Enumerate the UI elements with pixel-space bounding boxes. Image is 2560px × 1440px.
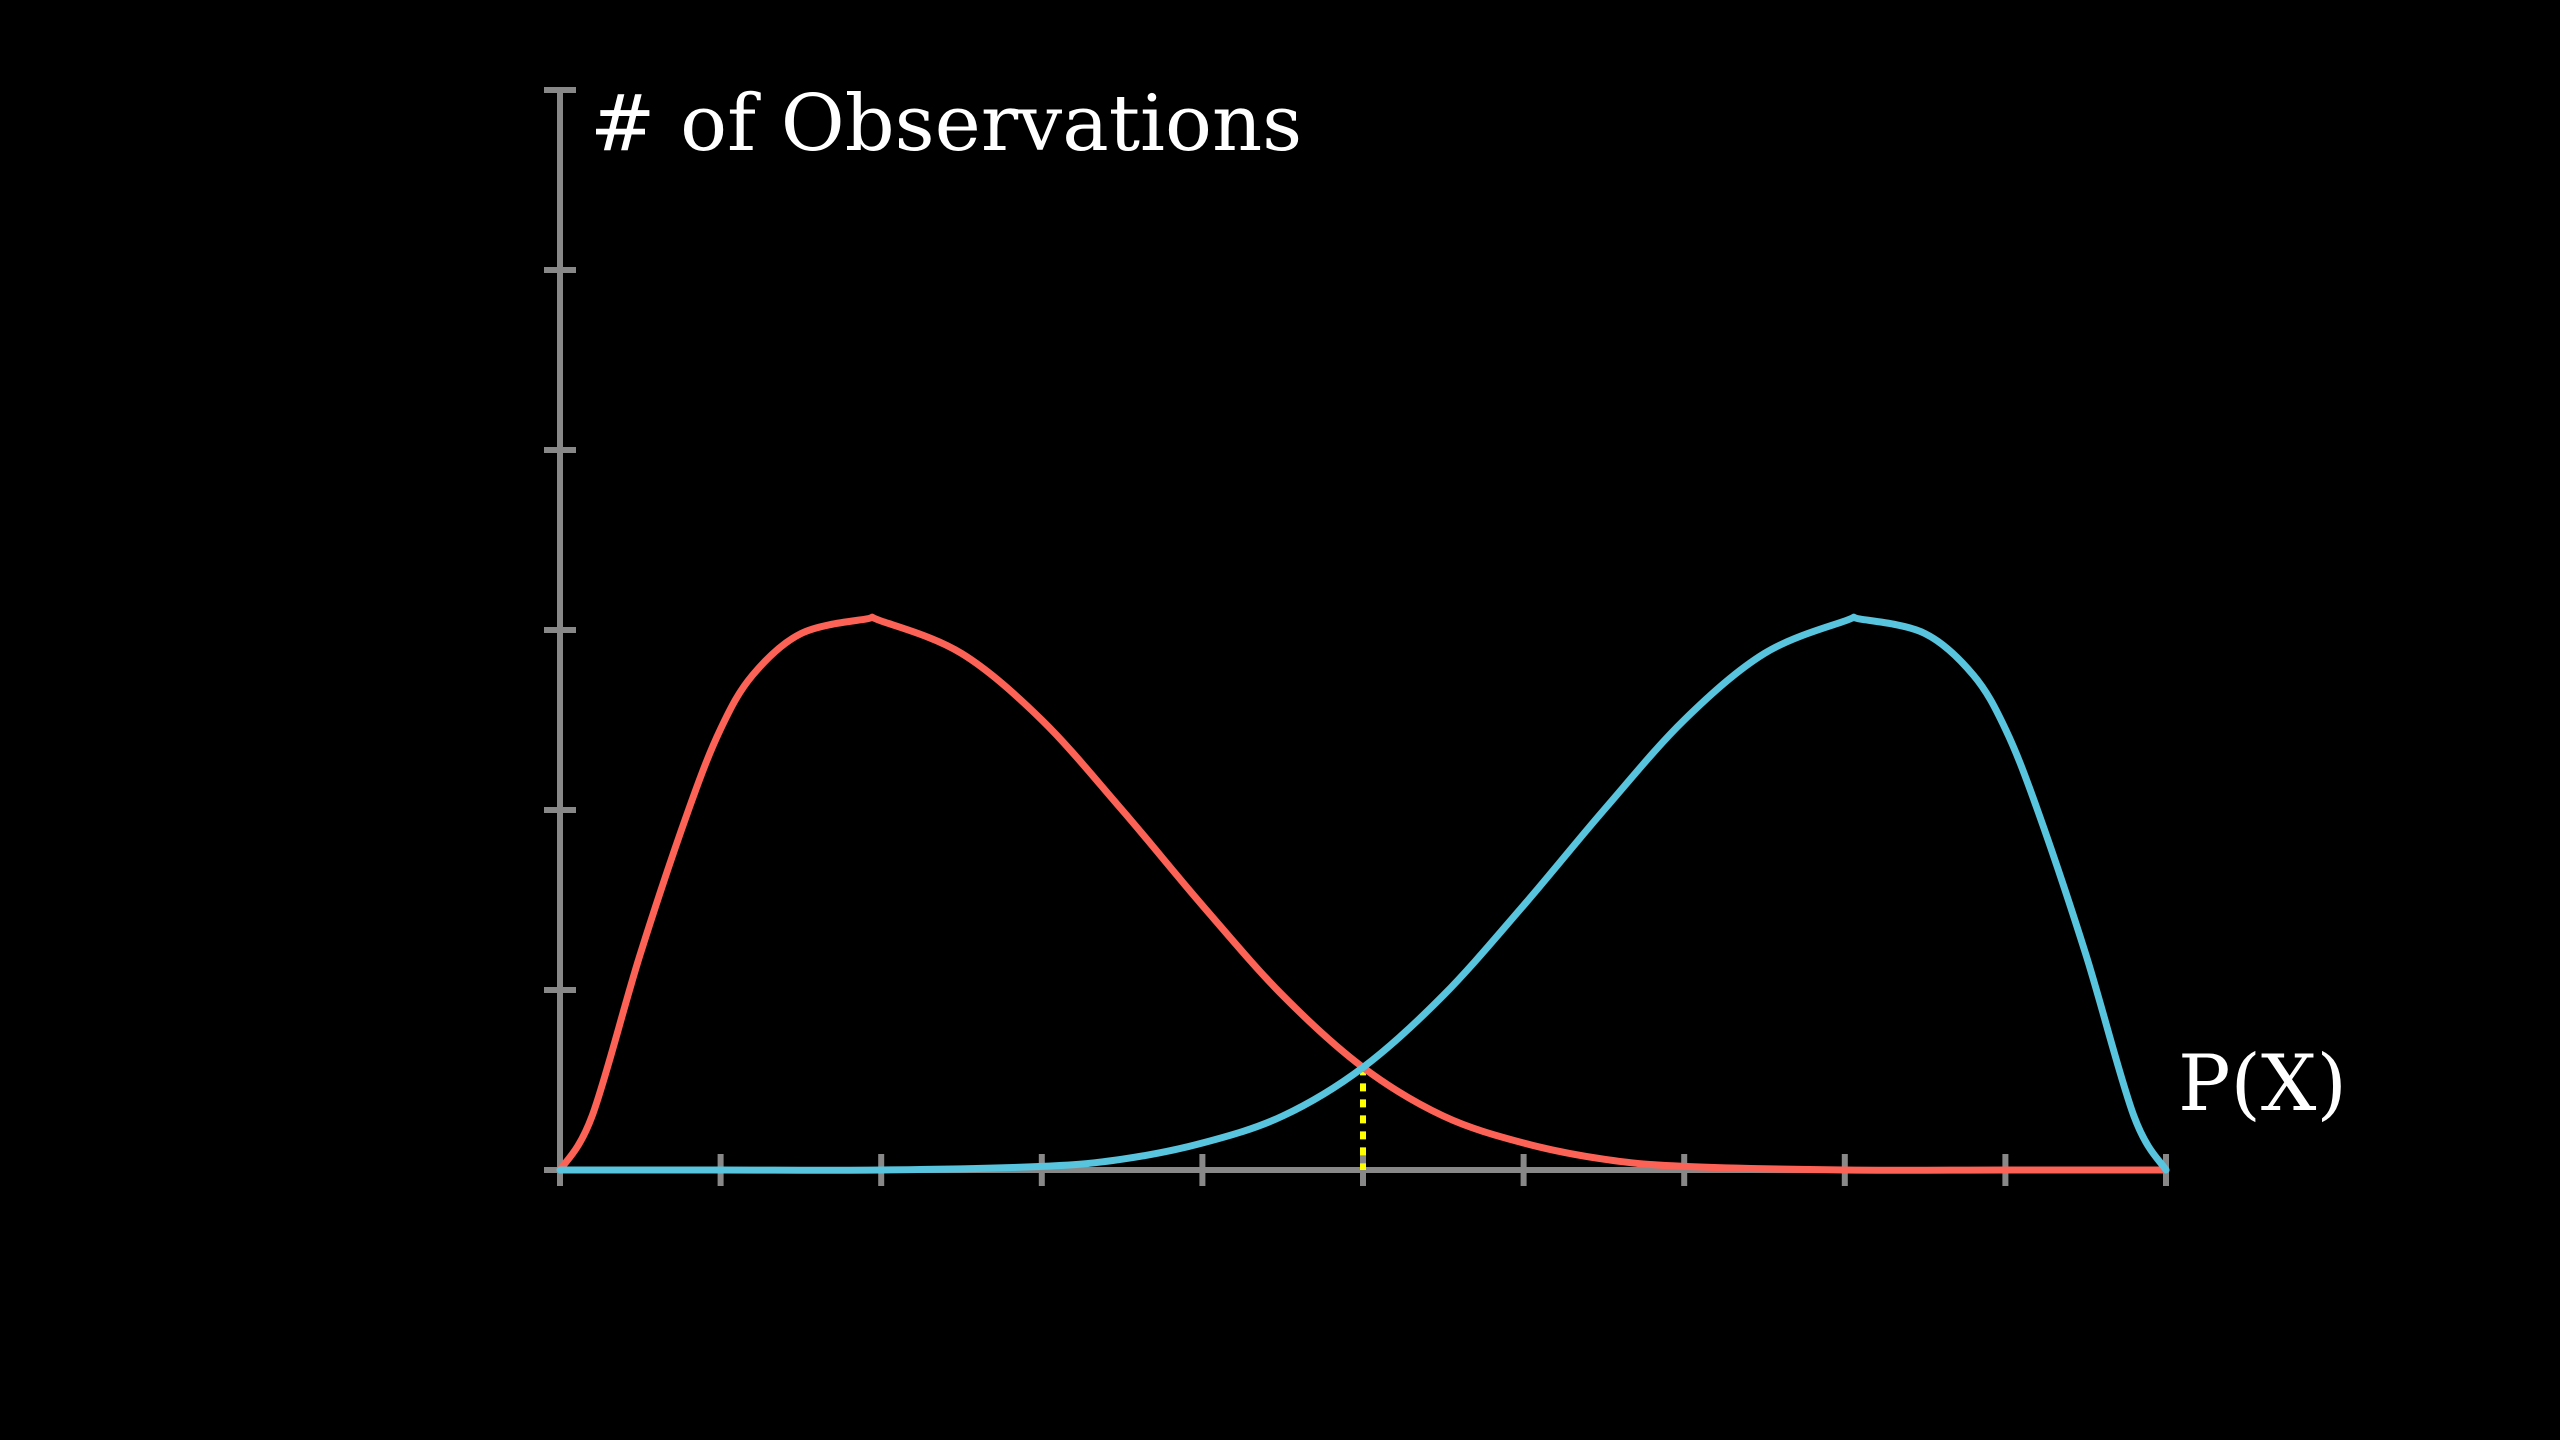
series-group (556, 613, 2170, 1174)
x-axis-label: P(X) (2178, 1039, 2347, 1129)
series-line-blue (556, 613, 2170, 1174)
y-axis-label: # of Observations (590, 79, 1302, 169)
series-line-red (556, 613, 2170, 1174)
